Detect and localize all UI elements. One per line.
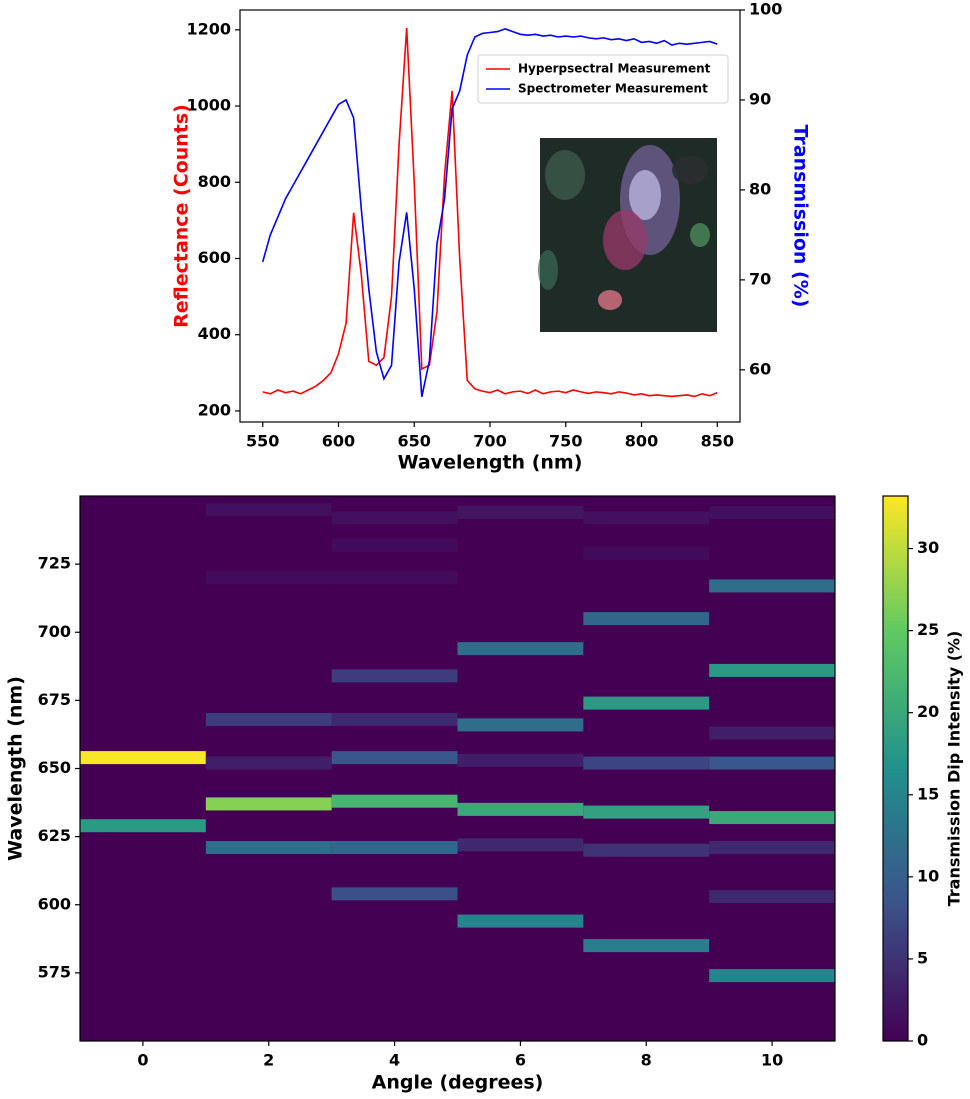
y-tick-label: 650 [38,758,71,777]
heatmap-cell [457,753,584,767]
heatmap-cell [331,841,458,855]
heatmap-cell [80,819,206,833]
heatmap-cell [205,503,332,517]
heatmap-cell [583,939,710,953]
y-axis-label: Wavelength (nm) [5,676,27,861]
y-tick-label: 70 [749,269,771,288]
heatmap-cell [205,756,332,770]
heatmap-cell [331,669,458,683]
heatmap-cell [331,571,458,585]
x-tick-label: 850 [701,432,734,451]
heatmap-cell [331,751,458,765]
x-tick-label: 10 [761,1051,783,1070]
heatmap-cell [331,511,458,525]
series-line [262,27,718,398]
y-tick-label: 800 [198,172,231,191]
colorbar-label: Transmission Dip Intensity (%) [945,631,964,907]
x-tick-label: 600 [322,432,355,451]
heatmap-cell [709,726,835,740]
heatmap-cell [709,969,835,983]
heatmap-cell [457,505,584,519]
y-tick-label: 625 [38,826,71,845]
y-tick-label: 575 [38,962,71,981]
x-tick-label: 4 [389,1051,400,1070]
legend-label: Hyperpsectral Measurement [518,62,711,76]
x-axis-label: Angle (degrees) [372,1072,544,1094]
series-line [261,28,718,397]
y-tick-label: 5 [917,948,928,967]
y-tick-label: 200 [198,400,231,419]
x-tick-label: 0 [137,1051,148,1070]
heatmap-cell [331,794,458,808]
y-tick-label: 600 [38,894,71,913]
y-tick-label: 400 [198,324,231,343]
heatmap-cell [331,712,458,726]
heatmap-cell [583,696,710,710]
heatmap-cell [709,663,835,677]
heatmap-cell [331,538,458,552]
x-tick-label: 650 [398,432,431,451]
y-axis-label: Reflectance (Counts) [171,104,193,328]
heatmap-cell [205,712,332,726]
heatmap-cell [583,612,710,626]
heatmap-cell [709,811,835,825]
y2-axis-label: Transmission (%) [790,125,812,308]
x-tick-label: 6 [515,1051,526,1070]
heatmap-cell [709,505,835,519]
heatmap-cell [583,546,710,560]
y-tick-label: 725 [38,554,71,573]
heatmap-cell [583,805,710,819]
y-tick-label: 1000 [186,96,231,115]
inset-image [538,138,717,332]
heatmap-cell [80,751,206,765]
x-tick-label: 750 [549,432,582,451]
heatmap-cell [709,841,835,855]
heatmap-cell [457,642,584,656]
legend-box [477,54,729,104]
heatmap-cell [457,802,584,816]
heatmap-cell [205,841,332,855]
x-tick-label: 700 [473,432,506,451]
y-tick-label: 10 [917,866,939,885]
heatmap-cell [457,838,584,852]
heatmap-cell [205,797,332,811]
x-axis-label: Wavelength (nm) [398,452,583,474]
y-tick-label: 20 [917,702,939,721]
heatmap-cell [709,579,835,593]
y-tick-label: 700 [38,622,71,641]
heatmap-cell [583,511,710,525]
y-tick-label: 675 [38,690,71,709]
heatmap-cell [709,890,835,904]
heatmap-cell [583,843,710,857]
colorbar [882,495,909,1042]
y-tick-label: 15 [917,784,939,803]
x-tick-label: 800 [625,432,658,451]
heatmap-cell [709,756,835,770]
y-tick-label: 30 [917,538,939,557]
y-tick-label: 0 [917,1031,928,1050]
y-tick-label: 25 [917,620,939,639]
x-tick-label: 8 [641,1051,652,1070]
y-tick-label: 80 [749,179,771,198]
y-tick-label: 100 [749,0,782,19]
x-tick-label: 2 [263,1051,274,1070]
y-tick-label: 1200 [186,19,231,38]
legend-label: Spectrometer Measurement [518,82,708,96]
y-tick-label: 600 [198,248,231,267]
y-tick-label: 90 [749,89,771,108]
heatmap-cell [457,914,584,928]
heatmap-cell [205,571,332,585]
heatmap-cell [583,756,710,770]
heatmap-cell [457,718,584,732]
x-tick-label: 550 [246,432,279,451]
heatmap-cell [331,887,458,901]
y-tick-label: 60 [749,359,771,378]
